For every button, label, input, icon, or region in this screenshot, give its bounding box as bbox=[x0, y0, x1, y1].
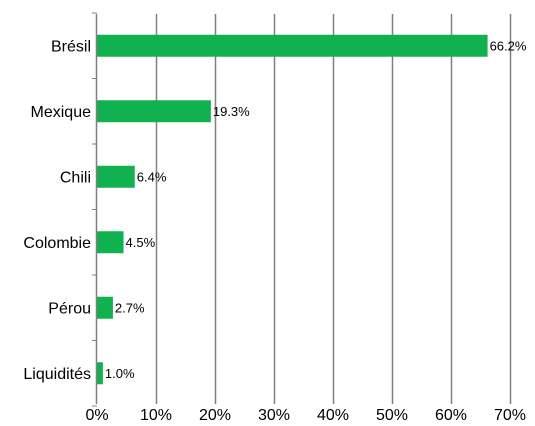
category-label-2: Chili bbox=[60, 169, 91, 186]
data-label-5: 1.0% bbox=[105, 366, 135, 381]
bar-4 bbox=[97, 296, 113, 319]
bar-3 bbox=[97, 231, 124, 254]
x-tick-label-5: 50% bbox=[376, 407, 408, 421]
grid-layer bbox=[155, 14, 512, 404]
data-label-4: 2.7% bbox=[115, 300, 145, 315]
x-tick-label-7: 70% bbox=[494, 407, 526, 421]
category-label-0: Brésil bbox=[51, 38, 91, 55]
axis-layer bbox=[92, 12, 98, 407]
data-label-0: 66.2% bbox=[490, 38, 527, 53]
bar-layer bbox=[97, 34, 488, 385]
x-tick-label-0: 0% bbox=[85, 407, 108, 421]
data-label-3: 4.5% bbox=[126, 235, 156, 250]
category-label-1: Mexique bbox=[31, 104, 92, 121]
data-label-1: 19.3% bbox=[213, 104, 250, 119]
label-layer: Brésil 66.2% Mexique 19.3% Chili 6.4% Colombie… bbox=[23, 38, 527, 424]
bar-5 bbox=[97, 362, 103, 385]
x-tick-label-6: 60% bbox=[435, 407, 467, 421]
bar-0 bbox=[97, 34, 488, 57]
x-tick-label-1: 10% bbox=[140, 407, 172, 421]
bar-1 bbox=[97, 100, 211, 123]
data-label-2: 6.4% bbox=[137, 169, 167, 184]
x-tick-label-2: 20% bbox=[199, 407, 231, 421]
category-label-5: Liquidités bbox=[23, 366, 91, 383]
category-label-3: Colombie bbox=[23, 235, 91, 252]
category-label-4: Pérou bbox=[48, 300, 91, 317]
x-tick-label-3: 30% bbox=[258, 407, 290, 421]
bar-2 bbox=[97, 165, 135, 188]
x-tick-label-4: 40% bbox=[317, 407, 349, 421]
